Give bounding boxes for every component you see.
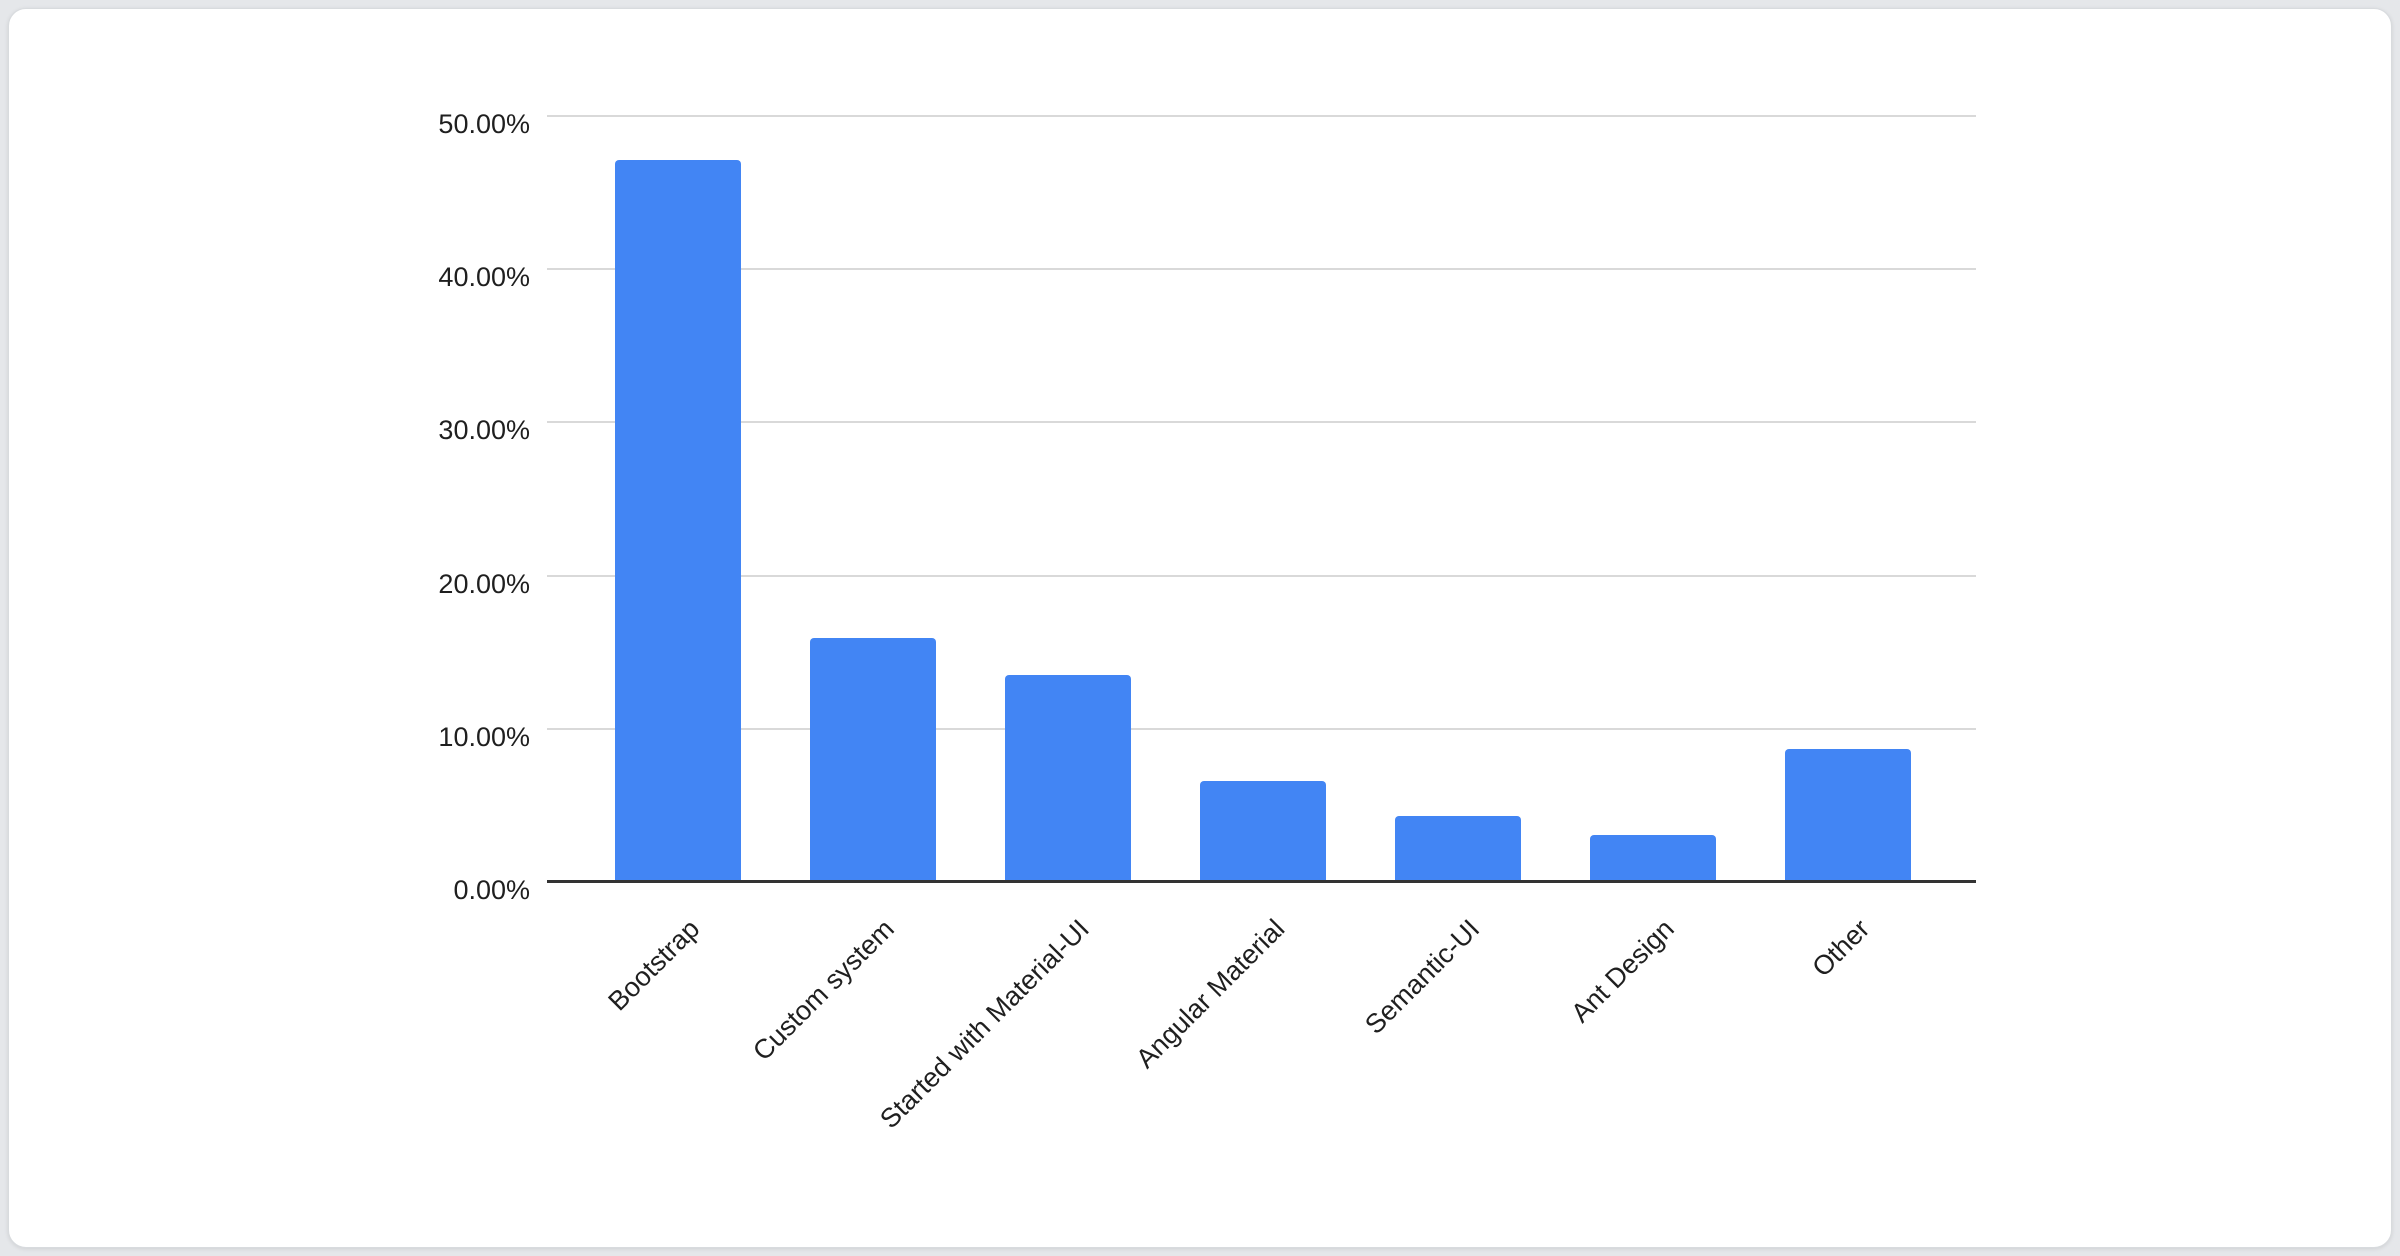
- gridline-50: [547, 115, 1976, 117]
- x-axis-label-ant-design: Ant Design: [1565, 913, 1681, 1029]
- y-axis-label-20: 20.00%: [438, 568, 530, 599]
- bar-ant-design[interactable]: [1589, 834, 1716, 882]
- y-axis-label-0: 0.00%: [453, 875, 530, 905]
- bar-custom-system[interactable]: [809, 638, 936, 882]
- plot-area: [547, 115, 1976, 883]
- bar-semantic-ui[interactable]: [1394, 816, 1521, 882]
- bar-started-with-material-ui[interactable]: [1004, 675, 1131, 882]
- y-axis-label-50: 50.00%: [438, 109, 530, 139]
- gridline-30: [547, 421, 1976, 424]
- gridline-40: [547, 268, 1976, 271]
- x-axis-label-started-with-material-ui: Started with Material-UI: [874, 913, 1096, 1135]
- y-axis-label-10: 10.00%: [438, 721, 530, 752]
- y-axis-label-40: 40.00%: [438, 262, 530, 293]
- bar-other[interactable]: [1784, 748, 1911, 882]
- gridline-20: [547, 574, 1976, 577]
- bar-chart: 0.00% 10.00% 20.00% 30.00% 40.00% 50.00% Boot…: [9, 9, 2391, 1247]
- x-axis-label-semantic-ui: Semantic-UI: [1359, 913, 1486, 1040]
- bar-bootstrap[interactable]: [614, 160, 741, 882]
- x-axis-label-angular-material: Angular Material: [1130, 913, 1291, 1074]
- x-axis-label-custom-system: Custom system: [747, 913, 901, 1067]
- y-axis-label-30: 30.00%: [438, 415, 530, 446]
- x-axis-label-other: Other: [1806, 913, 1876, 983]
- chart-card: 0.00% 10.00% 20.00% 30.00% 40.00% 50.00% Boot…: [8, 8, 2392, 1248]
- gridline-10: [547, 727, 1976, 730]
- bar-angular-material[interactable]: [1199, 780, 1326, 882]
- x-axis-label-bootstrap: Bootstrap: [602, 913, 706, 1017]
- x-axis-line: [547, 880, 1976, 883]
